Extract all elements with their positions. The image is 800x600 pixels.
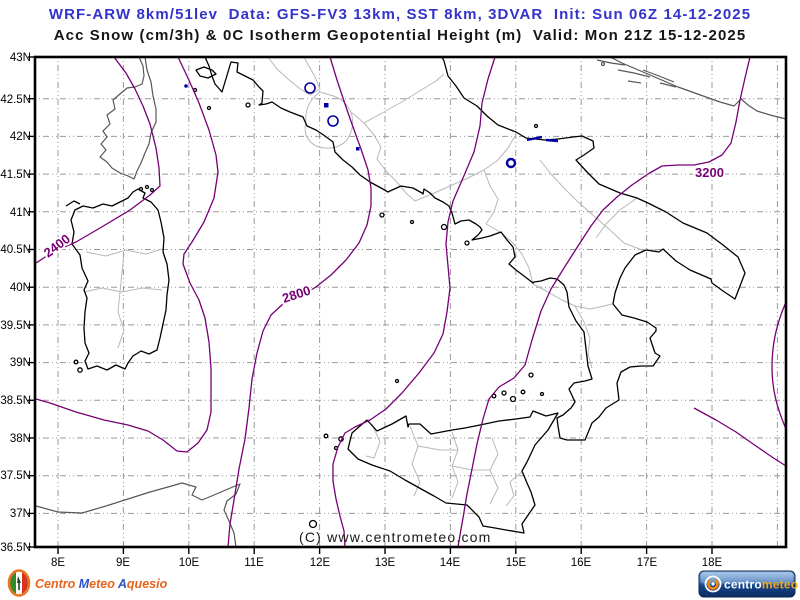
contour-2800 [227, 56, 372, 548]
italy-coastlines [65, 56, 746, 534]
asinara-island [65, 200, 81, 207]
svg-text:39.5N: 39.5N [0, 320, 31, 332]
lake-lesina [526, 135, 543, 142]
svg-text:37N: 37N [10, 508, 31, 520]
italy-mainland-coast [204, 56, 746, 441]
svg-text:13E: 13E [375, 557, 396, 569]
svg-text:38N: 38N [10, 433, 31, 445]
contour-3000 [332, 56, 496, 548]
lat-lon-grid [35, 57, 786, 547]
dalmatian-islands [596, 59, 677, 88]
contour-label-2400: 2400 [41, 231, 73, 260]
contour-label-group: 2400 2800 3200 [39, 163, 726, 308]
island-vis [600, 61, 606, 67]
sardinia-coast [70, 188, 170, 371]
svg-text:43N: 43N [10, 52, 31, 64]
svg-text:11E: 11E [244, 557, 264, 569]
svg-text:42N: 42N [10, 131, 31, 143]
model-run-title: WRF-ARW 8km/51lev Data: GFS-FV3 13km, SS… [48, 6, 752, 23]
lake-varano [545, 138, 559, 143]
svg-text:36.5N: 36.5N [0, 542, 31, 554]
map-frame [33, 55, 788, 549]
svg-text:40N: 40N [10, 282, 31, 294]
contour-3400-arc [771, 301, 787, 430]
sicily-coast [347, 410, 559, 534]
svg-text:38.5N: 38.5N [0, 395, 31, 407]
pantelleria-island [308, 519, 318, 529]
svg-text:10E: 10E [179, 557, 200, 569]
corsica-coast [99, 56, 157, 180]
lake-albano [356, 147, 360, 151]
lake-occhito [505, 157, 517, 169]
svg-text:39N: 39N [10, 357, 31, 369]
svg-text:8E: 8E [51, 557, 65, 569]
svg-text:17E: 17E [637, 557, 658, 569]
height-contours [35, 56, 787, 548]
lon-axis-labels: 8E 9E 10E 11E 12E 13E 14E 15E 16E 17E 18… [51, 557, 723, 569]
axis-ticks [28, 56, 713, 554]
africa-coast [35, 482, 241, 548]
svg-text:16E: 16E [571, 557, 592, 569]
contour-2600 [35, 56, 219, 453]
contour-3200 [457, 56, 751, 548]
svg-text:12E: 12E [310, 557, 331, 569]
left-logo-text: Centro Meteo Aquesio [35, 577, 168, 591]
lat-axis-labels: 43N 42.5N 42N 41.5N 41N 40.5N 40N 39.5N … [0, 52, 31, 554]
svg-text:42.5N: 42.5N [0, 94, 31, 106]
svg-text:9E: 9E [116, 557, 130, 569]
svg-text:40.5N: 40.5N [0, 244, 31, 256]
region-borders [83, 56, 658, 507]
svg-text:18E: 18E [702, 557, 723, 569]
contour-2400 [35, 56, 161, 264]
svg-text:37.5N: 37.5N [0, 470, 31, 482]
field-valid-title: Acc Snow (cm/3h) & 0C Isotherm Geopotent… [53, 27, 747, 44]
svg-text:15E: 15E [506, 557, 527, 569]
contour-label-2800: 2800 [280, 283, 312, 306]
foreign-coastlines [35, 56, 787, 548]
right-logo-text: centrometeo [724, 578, 798, 592]
left-logo[interactable]: Centro Meteo Aquesio [7, 569, 168, 597]
svg-text:41N: 41N [10, 207, 31, 219]
right-logo[interactable]: centrometeo [698, 570, 798, 598]
lake-bolsena [304, 82, 316, 94]
lake-vico [324, 103, 329, 108]
watermark-text: (C) www.centrometeo.com [299, 529, 492, 545]
svg-text:41.5N: 41.5N [0, 169, 31, 181]
svg-text:14E: 14E [440, 557, 461, 569]
elba-island [195, 66, 217, 79]
lake-bracciano [327, 115, 339, 127]
contour-label-3200: 3200 [695, 165, 724, 180]
left-logo-icon [7, 569, 31, 597]
balkan-coast [609, 56, 787, 120]
lakes [184, 82, 559, 169]
corsica-lake-dot [184, 84, 188, 88]
right-logo-swirl-icon [704, 575, 722, 593]
contour-3400-segment [693, 407, 787, 467]
